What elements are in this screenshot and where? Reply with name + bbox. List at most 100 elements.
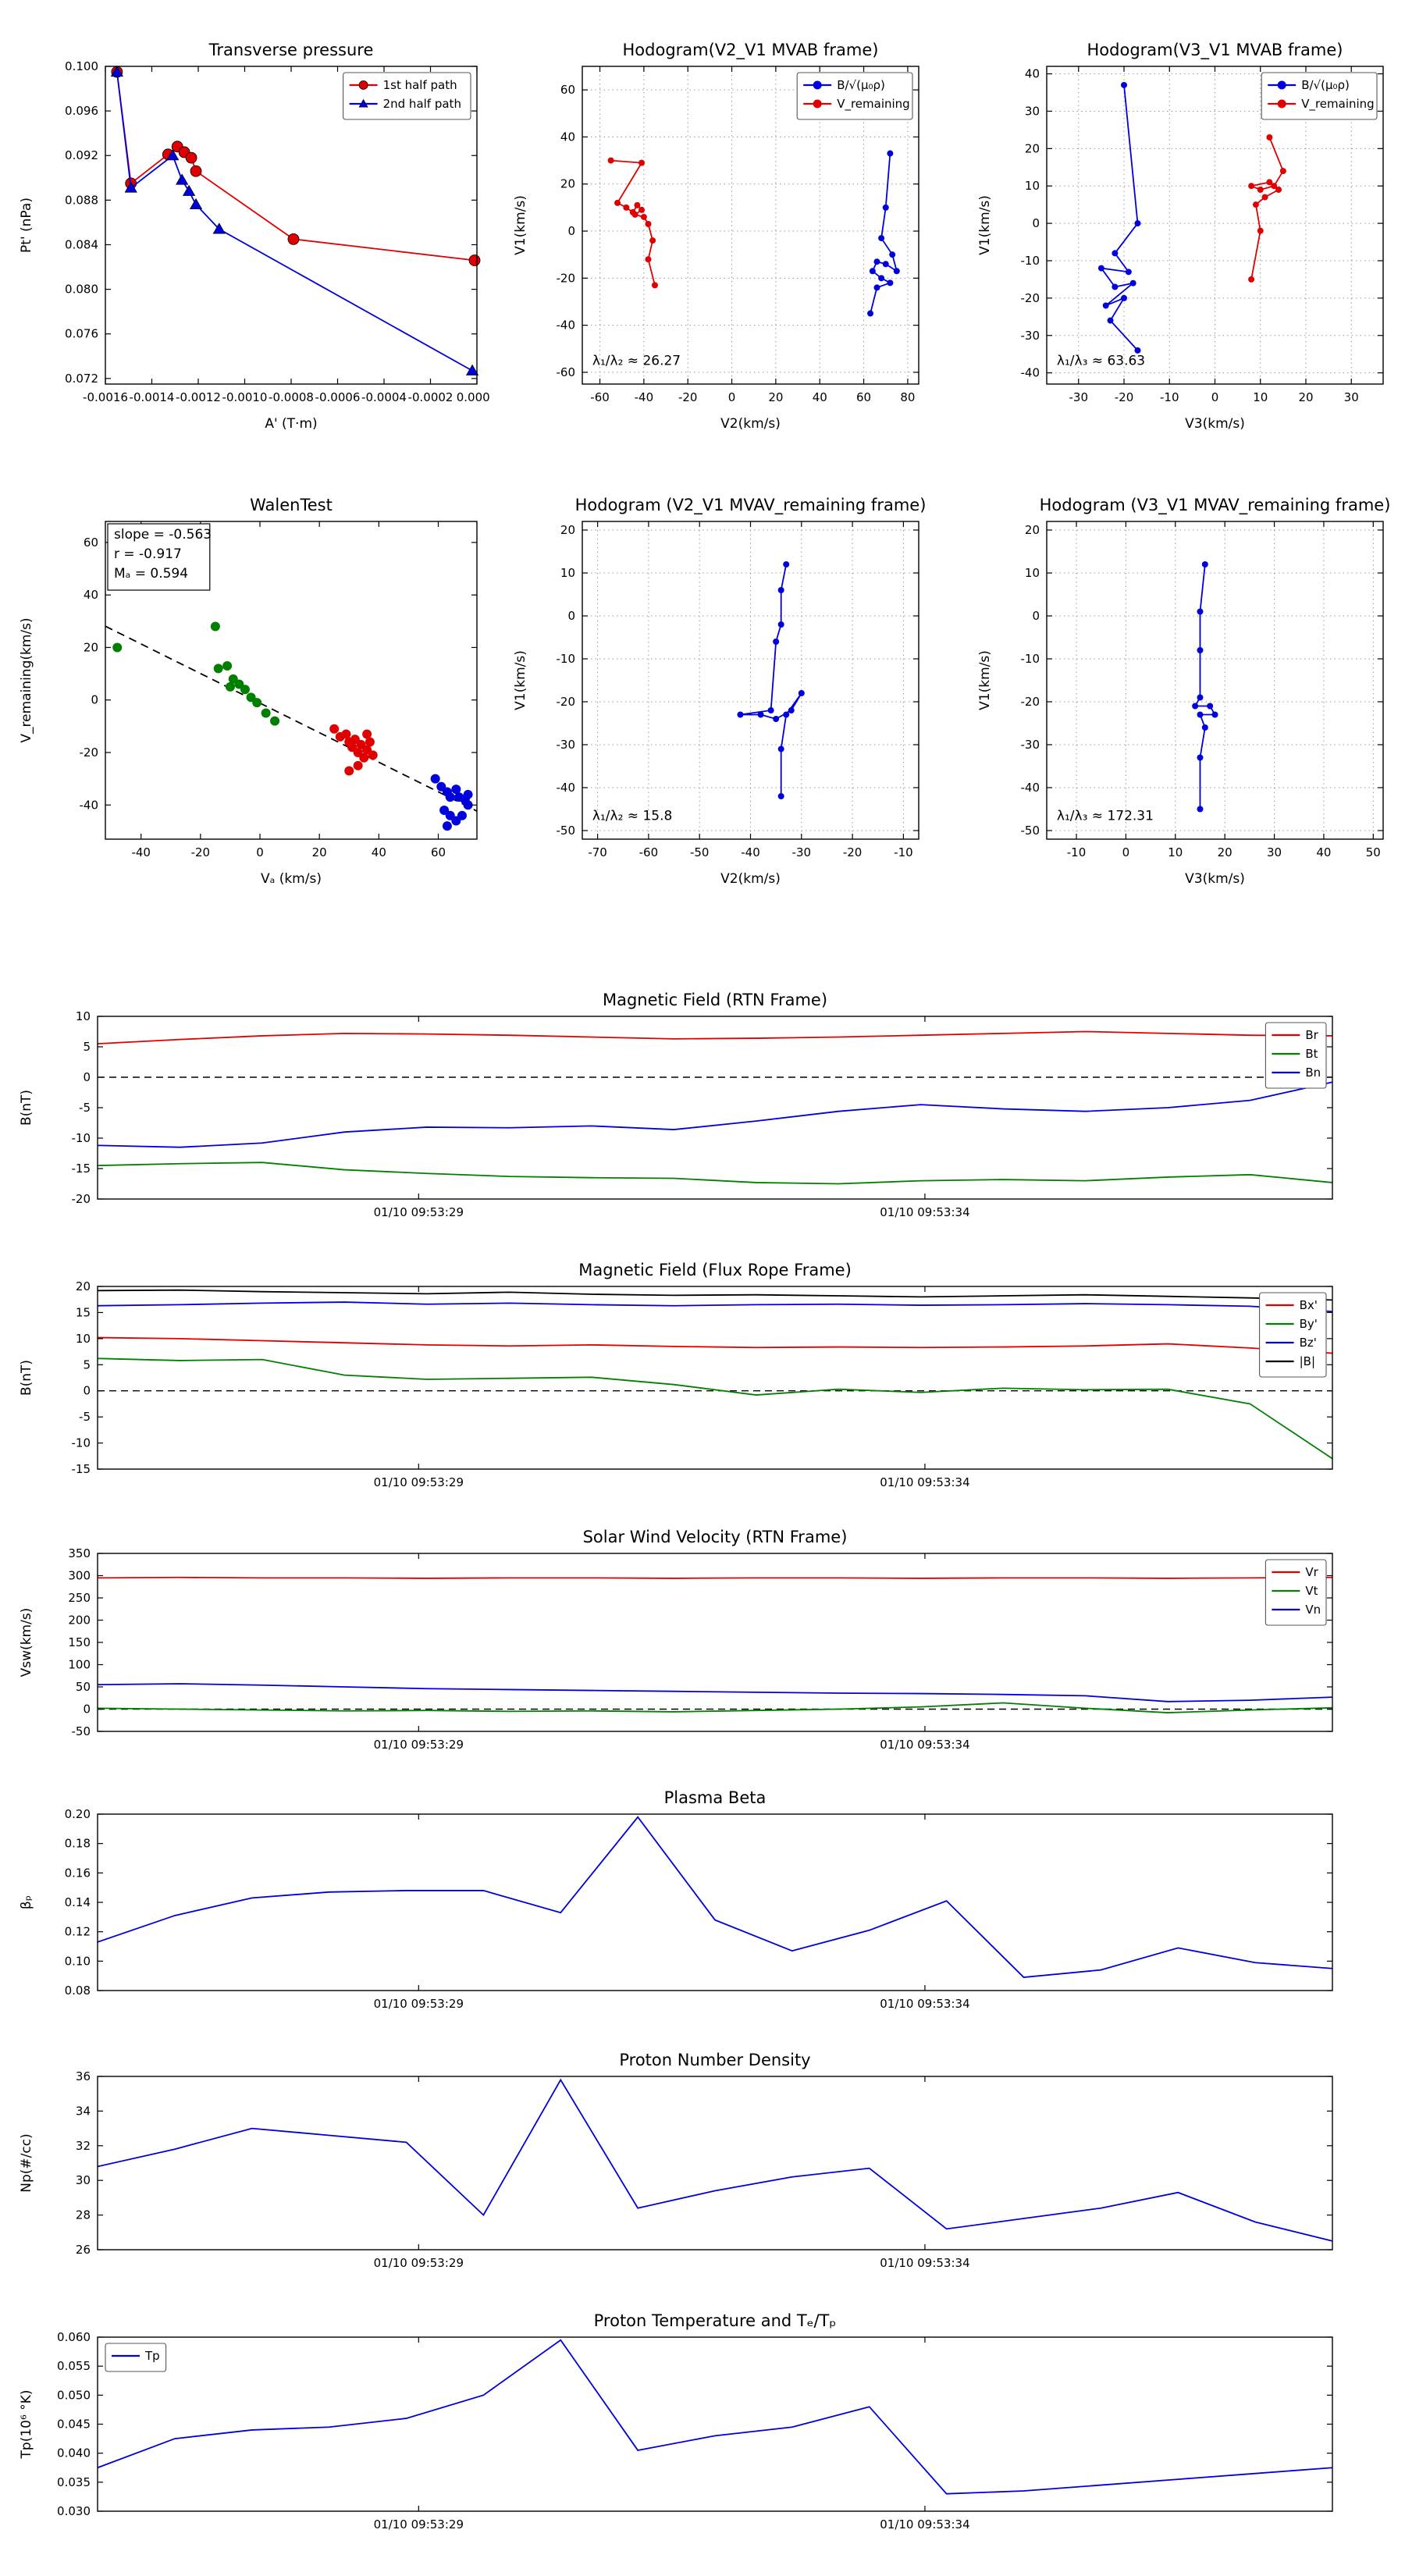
svg-text:0: 0 (1032, 216, 1040, 230)
transverse-pressure-chart: -0.0016 -0.0014 -0.0012 -0.0010 -0.0008 -0.00… (12, 27, 497, 453)
svg-text:-40: -40 (131, 845, 151, 859)
svg-text:Hodogram(V2_V1 MVAB frame): Hodogram(V2_V1 MVAB frame) (623, 41, 879, 60)
svg-text:Vₐ (km/s): Vₐ (km/s) (261, 871, 322, 887)
svg-text:40: 40 (560, 130, 575, 144)
svg-text:250: 250 (68, 1591, 91, 1605)
svg-text:0.035: 0.035 (57, 2475, 91, 2489)
svg-text:40: 40 (372, 845, 386, 859)
svg-text:-10: -10 (1067, 845, 1087, 859)
svg-text:0.08: 0.08 (65, 1984, 91, 1998)
svg-text:-0.0006: -0.0006 (315, 390, 361, 404)
svg-text:λ₁/λ₃ ≈ 63.63: λ₁/λ₃ ≈ 63.63 (1057, 354, 1145, 369)
magnetic-field-rtn-chart: 01/10 09:53:29 01/10 09:53:34 -20 -15 -10 -5 0… (12, 982, 1371, 1244)
svg-text:0: 0 (1032, 609, 1040, 623)
svg-text:10: 10 (76, 1332, 91, 1346)
svg-text:0.080: 0.080 (65, 283, 98, 297)
svg-text:20: 20 (560, 523, 575, 537)
svg-text:0.096: 0.096 (65, 104, 98, 118)
svg-text:-50: -50 (557, 824, 576, 838)
svg-text:350: 350 (68, 1546, 91, 1560)
svg-text:36: 36 (76, 2069, 91, 2083)
svg-text:-15: -15 (72, 1162, 91, 1176)
svg-text:10: 10 (560, 566, 575, 580)
svg-text:-30: -30 (1021, 329, 1040, 343)
svg-text:50: 50 (1366, 845, 1381, 859)
svg-text:34: 34 (76, 2104, 91, 2118)
svg-text:01/10 09:53:34: 01/10 09:53:34 (880, 2517, 969, 2532)
svg-text:0.092: 0.092 (65, 148, 98, 162)
svg-text:V1(km/s): V1(km/s) (977, 195, 993, 255)
svg-text:-15: -15 (72, 1462, 91, 1476)
svg-text:0.055: 0.055 (57, 2359, 91, 2373)
svg-text:-60: -60 (590, 390, 610, 404)
svg-text:-20: -20 (557, 271, 576, 285)
svg-text:01/10 09:53:29: 01/10 09:53:29 (374, 1475, 464, 1489)
svg-text:V_remaining: V_remaining (837, 97, 910, 112)
svg-text:-50: -50 (690, 845, 710, 859)
svg-text:40: 40 (813, 390, 827, 404)
svg-text:0.072: 0.072 (65, 372, 98, 386)
svg-text:Np(#/cc): Np(#/cc) (19, 2133, 34, 2192)
svg-text:50: 50 (76, 1680, 91, 1694)
svg-text:0: 0 (1211, 390, 1219, 404)
walen-test-chart: -40 -20 0 20 40 60 -40 -20 0 20 40 60 WalenTest Vₐ (k… (12, 482, 489, 908)
svg-text:2nd half path: 2nd half path (383, 97, 461, 111)
svg-text:-60: -60 (639, 845, 659, 859)
svg-text:300: 300 (68, 1569, 91, 1583)
svg-text:-70: -70 (588, 845, 607, 859)
svg-text:0.18: 0.18 (65, 1837, 91, 1851)
svg-text:01/10 09:53:34: 01/10 09:53:34 (880, 1205, 969, 1219)
svg-text:V_remaining: V_remaining (1301, 97, 1375, 112)
hodogram-v3v1-mvav-chart: -10 0 10 20 30 40 50 -50 -40 -30 -20 -10 0 10 20 Hodogr… (970, 482, 1396, 908)
svg-text:-5: -5 (79, 1410, 91, 1424)
svg-text:5: 5 (83, 1357, 91, 1372)
svg-text:0.100: 0.100 (65, 59, 98, 73)
svg-text:-30: -30 (557, 738, 576, 752)
svg-text:-40: -40 (741, 845, 760, 859)
svg-text:-10: -10 (72, 1436, 91, 1450)
svg-text:-10: -10 (72, 1131, 91, 1145)
svg-text:0.030: 0.030 (57, 2504, 91, 2518)
svg-text:V_remaining(km/s): V_remaining(km/s) (19, 617, 34, 742)
svg-text:-40: -40 (80, 798, 99, 812)
svg-text:βₚ: βₚ (19, 1895, 34, 1909)
svg-text:0.16: 0.16 (65, 1866, 91, 1880)
svg-text:λ₁/λ₃ ≈ 172.31: λ₁/λ₃ ≈ 172.31 (1057, 809, 1154, 824)
svg-text:By': By' (1300, 1317, 1318, 1331)
proton-temperature-chart: 01/10 09:53:29 01/10 09:53:34 0.030 0.035 0.… (12, 2303, 1371, 2556)
svg-text:A' (T·m): A' (T·m) (265, 416, 317, 432)
svg-text:0.076: 0.076 (65, 327, 98, 341)
svg-text:20: 20 (1025, 523, 1040, 537)
svg-text:-0.0004: -0.0004 (361, 390, 407, 404)
svg-text:Tp(10⁶ °K): Tp(10⁶ °K) (19, 2390, 34, 2460)
svg-text:-20: -20 (1021, 291, 1040, 305)
svg-text:Hodogram(V3_V1 MVAB frame): Hodogram(V3_V1 MVAB frame) (1087, 41, 1343, 60)
svg-text:V2(km/s): V2(km/s) (720, 416, 781, 432)
svg-text:Plasma Beta: Plasma Beta (664, 1788, 767, 1807)
svg-text:Hodogram (V3_V1 MVAV_remaining: Hodogram (V3_V1 MVAV_remaining frame) (1040, 496, 1391, 515)
svg-text:10: 10 (76, 1009, 91, 1023)
svg-text:30: 30 (1344, 390, 1359, 404)
svg-text:-0.0008: -0.0008 (269, 390, 314, 404)
svg-text:0.14: 0.14 (65, 1895, 91, 1909)
svg-text:-10: -10 (1160, 390, 1179, 404)
svg-text:28: 28 (76, 2208, 91, 2222)
svg-text:26: 26 (76, 2243, 91, 2257)
svg-text:40: 40 (1025, 67, 1040, 81)
svg-text:Tp: Tp (144, 2349, 160, 2363)
svg-text:-0.0010: -0.0010 (222, 390, 268, 404)
svg-text:20: 20 (312, 845, 327, 859)
svg-text:01/10 09:53:29: 01/10 09:53:29 (374, 2517, 464, 2532)
svg-text:-20: -20 (191, 845, 211, 859)
svg-text:60: 60 (431, 845, 446, 859)
svg-text:-40: -40 (1021, 781, 1040, 795)
svg-text:-40: -40 (1021, 366, 1040, 380)
svg-text:-20: -20 (80, 745, 99, 760)
svg-text:Bx': Bx' (1300, 1298, 1318, 1312)
svg-text:Proton Temperature and Tₑ/Tₚ: Proton Temperature and Tₑ/Tₚ (594, 2311, 837, 2330)
svg-text:Bt: Bt (1305, 1047, 1318, 1061)
svg-text:01/10 09:53:34: 01/10 09:53:34 (880, 1997, 969, 2011)
svg-text:Vn: Vn (1305, 1603, 1321, 1617)
svg-text:Br: Br (1305, 1028, 1318, 1042)
svg-text:Mₐ = 0.594: Mₐ = 0.594 (114, 566, 188, 582)
